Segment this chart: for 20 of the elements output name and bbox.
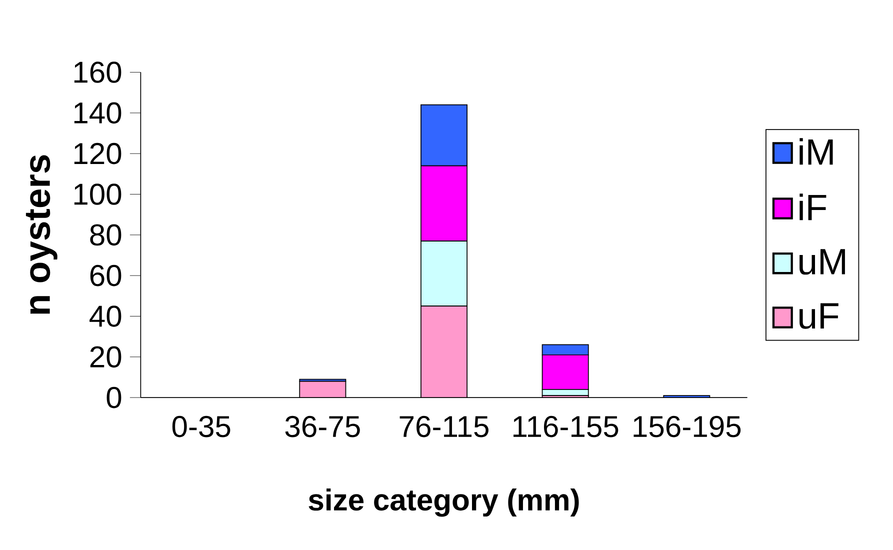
x-tick-label: 36-75: [285, 416, 360, 437]
y-tick-label: 120: [74, 142, 122, 164]
legend-label: uF: [800, 303, 838, 329]
legend-label: iM: [800, 138, 833, 164]
y-tick-label: 20: [90, 346, 122, 368]
x-tick-label: 156-195: [634, 416, 741, 437]
y-tick-label: 160: [74, 61, 122, 83]
x-tick-label: 116-155: [514, 416, 618, 437]
y-tick-label: 80: [90, 224, 122, 246]
y-tick-label: 40: [90, 305, 122, 327]
x-tick-label: 76-115: [400, 416, 488, 437]
x-axis-title: size category (mm): [308, 488, 579, 516]
y-tick-label: 100: [74, 183, 122, 205]
y-tick-label: 0: [106, 386, 122, 408]
y-tick-label: 140: [74, 102, 122, 124]
y-axis-title: n oysters: [26, 154, 58, 314]
x-tick-label: 0-35: [172, 416, 230, 437]
y-tick-label: 60: [90, 264, 122, 286]
legend-label: iF: [800, 193, 826, 220]
legend-label: uM: [800, 248, 845, 274]
